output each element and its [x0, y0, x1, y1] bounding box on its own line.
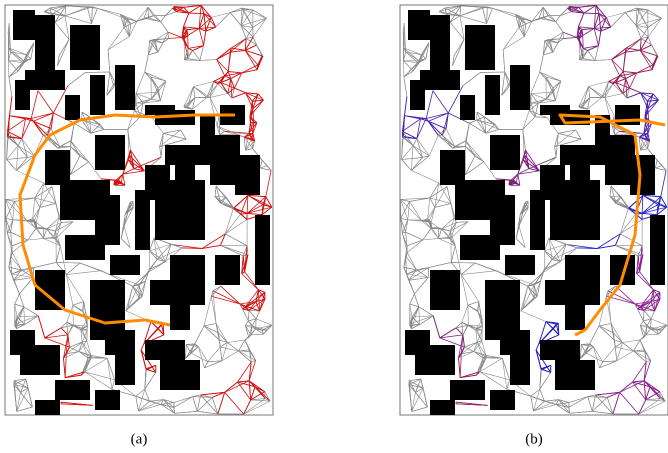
obstacle [500, 330, 530, 355]
obstacle [160, 360, 200, 390]
obstacle [490, 390, 515, 410]
obstacle [20, 345, 60, 375]
obstacle [555, 360, 595, 390]
panel-label: (a) [131, 431, 148, 447]
panel-b [400, 5, 668, 415]
obstacle [95, 390, 120, 410]
obstacle [430, 270, 460, 310]
obstacle [170, 295, 190, 330]
obstacle [115, 355, 135, 385]
panel-a [5, 5, 273, 415]
obstacle [25, 70, 65, 90]
obstacle [415, 345, 455, 375]
figure: (a) (b) [0, 0, 668, 453]
obstacle [485, 75, 500, 115]
obstacle [35, 400, 60, 415]
obstacle [465, 25, 495, 70]
obstacle [135, 190, 150, 250]
obstacle [13, 10, 35, 40]
obstacle [565, 295, 585, 330]
obstacle [105, 330, 135, 355]
obstacle [95, 135, 125, 170]
obstacle [650, 215, 665, 285]
obstacle [65, 95, 80, 120]
obstacle [420, 70, 460, 90]
panel-label: (b) [525, 431, 543, 447]
obstacle [15, 80, 30, 110]
obstacle [90, 75, 105, 115]
obstacle [550, 180, 600, 240]
obstacle [460, 235, 500, 260]
roadmap-edge [647, 101, 648, 108]
obstacle [410, 80, 425, 110]
obstacle [460, 95, 475, 120]
obstacle [408, 10, 430, 40]
obstacle [110, 255, 140, 275]
obstacle [450, 380, 485, 400]
obstacle [255, 215, 270, 285]
obstacle [440, 150, 465, 185]
obstacle [430, 15, 450, 70]
obstacle [505, 255, 535, 275]
obstacle [510, 355, 530, 385]
obstacle [145, 340, 185, 360]
obstacle [35, 15, 55, 70]
obstacle [530, 190, 545, 250]
obstacle [510, 65, 530, 110]
obstacle [55, 380, 90, 400]
roadmap-edge [252, 101, 253, 108]
obstacle [630, 155, 655, 195]
obstacle [70, 25, 100, 70]
obstacle [430, 400, 455, 415]
obstacle [540, 340, 580, 360]
obstacle [490, 135, 520, 170]
obstacle [115, 65, 135, 110]
obstacle [215, 255, 240, 285]
obstacle [155, 180, 205, 240]
obstacle [235, 155, 260, 195]
obstacle [45, 150, 70, 185]
obstacle [65, 235, 105, 260]
